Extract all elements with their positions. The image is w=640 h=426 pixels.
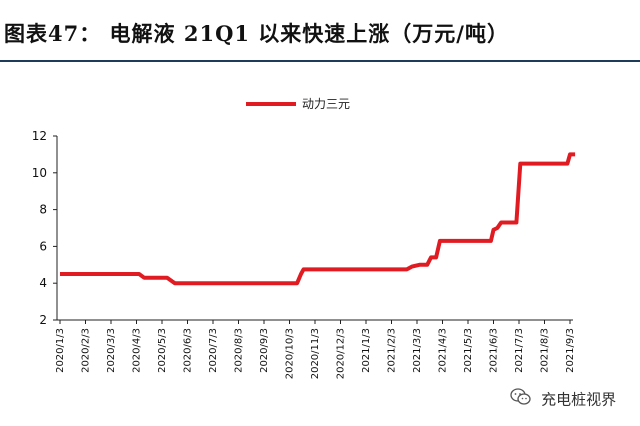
x-tick-label: 2021/6/3 [489, 328, 500, 373]
x-tick-label: 2021/3/3 [412, 328, 423, 373]
figure-header: 图表47： 电解液 21Q1 以来快速上涨（万元/吨） [0, 0, 640, 62]
wechat-icon [510, 388, 532, 410]
y-tick-label: 8 [39, 203, 47, 217]
x-tick-label: 2021/7/3 [514, 328, 525, 373]
watermark-text: 充电桩视界 [541, 390, 617, 409]
y-tick-label: 10 [32, 166, 47, 180]
x-tick-label: 2020/2/3 [81, 328, 92, 373]
x-tick-label: 2021/5/3 [463, 328, 474, 373]
x-tick-label: 2020/4/3 [132, 328, 143, 373]
y-tick-label: 12 [32, 129, 47, 143]
x-tick-label: 2020/12/3 [336, 328, 347, 379]
x-tick-label: 2020/1/3 [55, 328, 66, 373]
legend-label: 动力三元 [302, 97, 350, 111]
x-tick-label: 2021/2/3 [387, 328, 398, 373]
y-tick-label: 6 [39, 239, 47, 253]
x-tick-label: 2021/9/3 [565, 328, 576, 373]
y-tick-label: 4 [39, 276, 47, 290]
x-tick-label: 2020/6/3 [183, 328, 194, 373]
x-tick-label: 2020/3/3 [106, 328, 117, 373]
figure-title: 图表47： 电解液 21Q1 以来快速上涨（万元/吨） [4, 21, 509, 46]
x-tick-label: 2020/5/3 [157, 328, 168, 373]
axes: 2 4 6 8 10 12 2020/1/3 2020/2/3 2020/3/3 2020/4/3… [32, 129, 576, 379]
x-tick-label: 2020/7/3 [208, 328, 219, 373]
x-tick-label: 2020/9/3 [259, 328, 270, 373]
line-chart: 动力三元 2 4 6 8 10 12 2020/1/3 2020/2/3 2020/3/3 202… [32, 97, 576, 379]
x-tick-label: 2021/4/3 [438, 328, 449, 373]
x-tick-label: 2020/8/3 [234, 328, 245, 373]
x-tick-label: 2021/1/3 [361, 328, 372, 373]
series-line-dongli-sanyuan [60, 152, 576, 286]
watermark: 充电桩视界 [510, 388, 616, 412]
y-tick-label: 2 [39, 313, 47, 327]
x-tick-label: 2020/11/3 [310, 328, 321, 379]
x-tick-label: 2021/8/3 [540, 328, 551, 373]
legend: 动力三元 [246, 97, 350, 111]
x-tick-label: 2020/10/3 [285, 328, 296, 379]
title-divider [0, 60, 640, 62]
series-layer [60, 152, 576, 286]
